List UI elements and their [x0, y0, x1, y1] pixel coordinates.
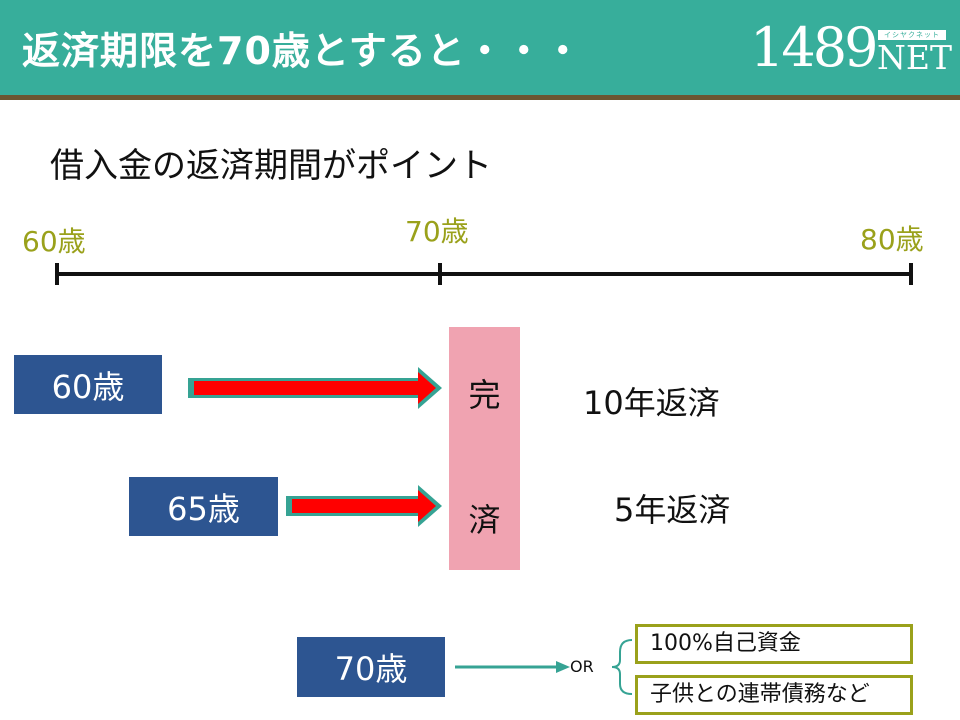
- arrow-row-60: [188, 367, 442, 409]
- repayment-complete-block: 完 済: [449, 327, 520, 570]
- timeline-tick-mid: [438, 263, 442, 285]
- complete-char-top: 完: [468, 376, 501, 414]
- timeline-tick-start: [55, 263, 59, 285]
- complete-char-bottom: 済: [468, 501, 501, 539]
- age-box-70: 70歳: [297, 637, 445, 697]
- or-label: OR: [570, 657, 594, 676]
- option-self-funds: 100%自己資金: [635, 624, 913, 664]
- timeline-label-start: 60歳: [22, 225, 86, 258]
- subtitle: 借入金の返済期間がポイント: [50, 146, 492, 186]
- option-joint-debt: 子供との連帯債務など: [635, 675, 913, 715]
- timeline-axis: [57, 272, 913, 276]
- slide-title: 返済期限を70歳とすると・・・: [22, 29, 583, 73]
- arrow-row-65: [286, 485, 442, 527]
- return-text-10y: 10年返済: [583, 384, 720, 422]
- age-box-60: 60歳: [14, 355, 162, 414]
- logo-kana: イシヤクネット: [878, 30, 946, 40]
- timeline-tick-end: [909, 263, 913, 285]
- return-text-5y: 5年返済: [614, 491, 731, 529]
- header-divider: [0, 95, 960, 100]
- logo-net: NET: [877, 38, 952, 77]
- logo-number: 1489: [750, 16, 878, 79]
- timeline-label-mid: 70歳: [405, 215, 469, 248]
- options-brace: [611, 639, 633, 695]
- header-bar: [0, 0, 960, 95]
- timeline-label-end: 80歳: [860, 223, 924, 256]
- arrow-bottom: [455, 661, 570, 673]
- age-box-65: 65歳: [129, 477, 278, 536]
